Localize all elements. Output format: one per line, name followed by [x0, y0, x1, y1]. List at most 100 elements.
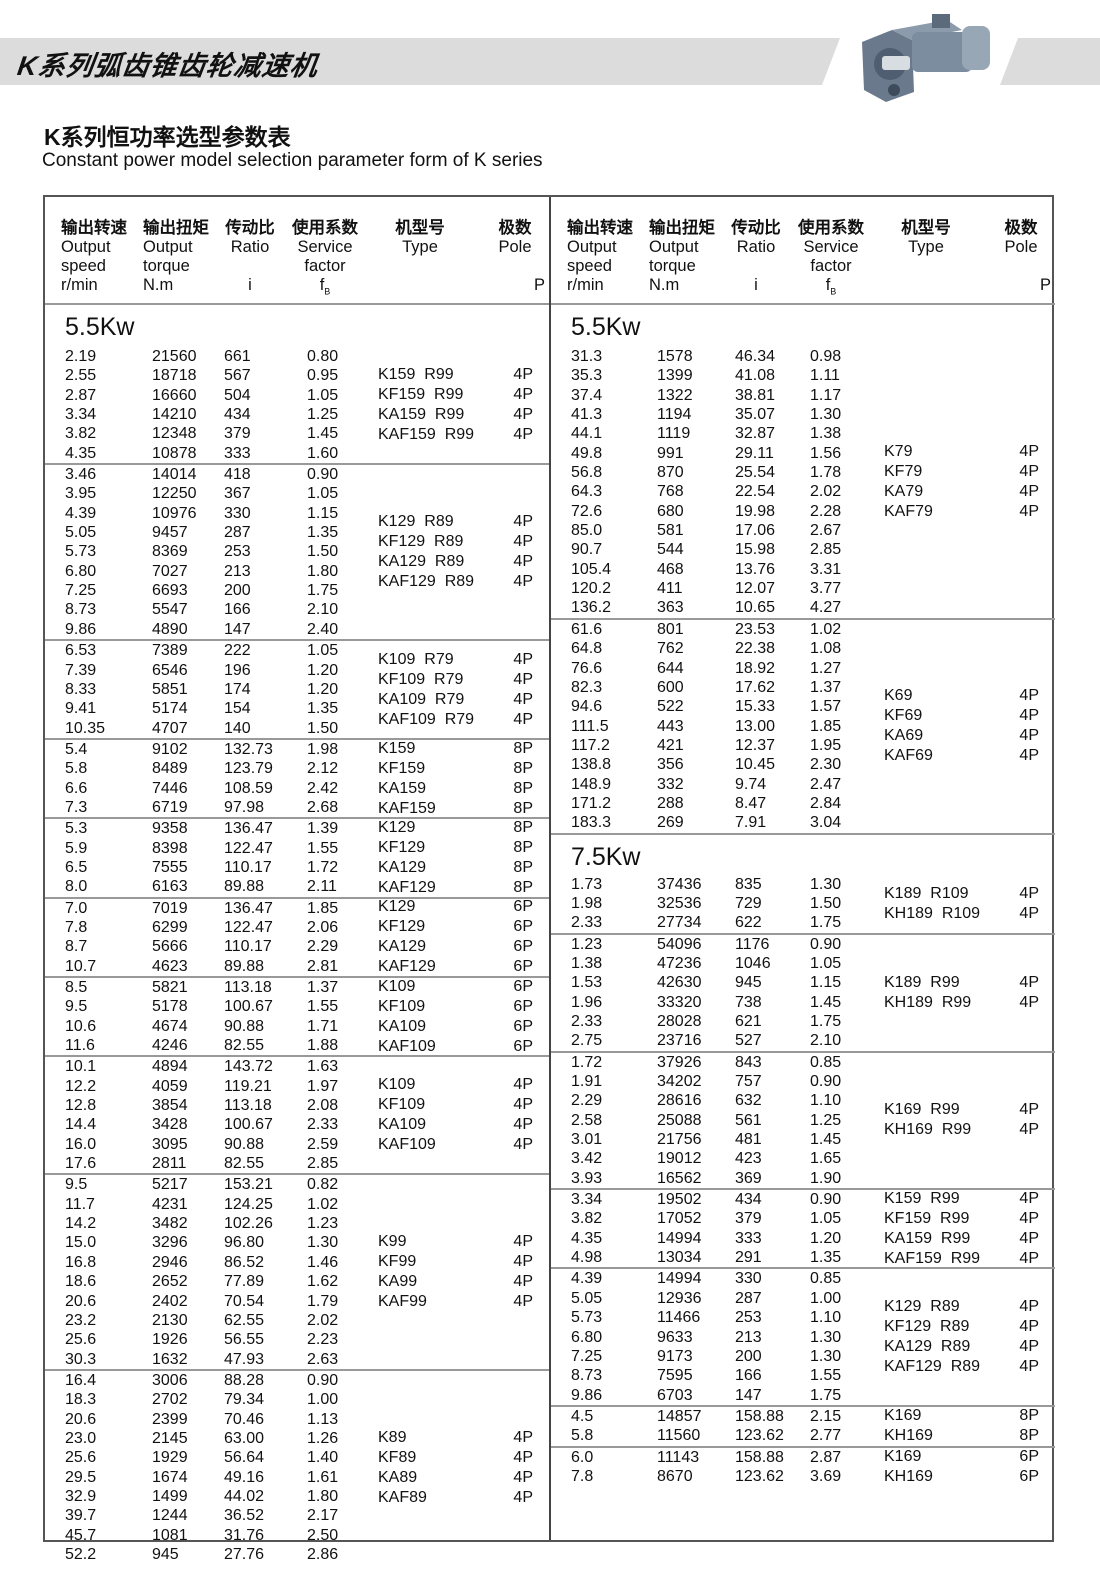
service-factor-cell: 0.85	[810, 1053, 842, 1071]
model-type-item: K79 4P	[884, 442, 1039, 462]
output-torque-cell: 17052	[657, 1210, 702, 1228]
ratio-cell: 25.54	[735, 464, 776, 482]
output-speed-cell: 105.4	[571, 560, 612, 578]
output-speed-cell: 18.6	[65, 1273, 97, 1291]
model-type: KAF129	[378, 958, 436, 976]
model-type: K109	[378, 977, 416, 995]
output-torque-cell: 1929	[152, 1449, 188, 1467]
table-row: 37.4 1322 38.81 1.17	[551, 386, 1055, 405]
ratio-cell: 102.26	[224, 1215, 273, 1233]
output-torque-cell: 14994	[657, 1270, 702, 1288]
output-torque-cell: 34202	[657, 1073, 702, 1091]
output-torque-cell: 21756	[657, 1131, 702, 1149]
service-factor-cell: 2.17	[307, 1507, 339, 1525]
service-factor-cell: 0.98	[810, 348, 842, 365]
subtitle-english: Constant power model selection parameter…	[42, 150, 543, 171]
pole-count: 4P	[513, 1273, 533, 1291]
pole-count: 4P	[513, 386, 533, 404]
model-type-list: K99 4P KF99 4P KA99 4P KAF99 4P	[378, 1232, 533, 1312]
output-torque-cell: 5547	[152, 601, 188, 619]
service-factor-cell: 1.15	[810, 974, 842, 992]
service-factor-cell: 2.40	[307, 620, 339, 638]
output-speed-cell: 7.25	[65, 582, 97, 600]
pole-count: 6P	[513, 1017, 533, 1035]
table-row: 5.05 12936 287 1.00	[551, 1289, 1055, 1308]
ratio-cell: 56.55	[224, 1331, 265, 1349]
pole-count: 4P	[513, 1428, 533, 1446]
output-speed-cell: 3.34	[571, 1191, 603, 1209]
output-speed-cell: 56.8	[571, 464, 603, 482]
column-header-en: Pole	[1004, 238, 1038, 256]
pole-count: 4P	[1019, 993, 1039, 1011]
service-factor-cell: 1.55	[307, 839, 339, 857]
model-type-item: KAF69 4P	[884, 746, 1039, 766]
model-type: KF89	[378, 1448, 417, 1466]
table-row: 6.80 7027 213 1.80	[45, 562, 549, 581]
service-factor-cell: 1.50	[307, 719, 339, 737]
output-torque-cell: 8670	[657, 1467, 693, 1485]
output-speed-cell: 7.3	[65, 798, 88, 816]
output-torque-cell: 411	[657, 580, 683, 598]
ratio-cell: 738	[735, 993, 762, 1011]
model-type-item: K169 R99 4P	[884, 1100, 1039, 1120]
output-torque-cell: 5851	[152, 680, 188, 698]
output-speed-cell: 2.33	[571, 914, 603, 932]
table-row: 5.9 8398 122.47 1.55	[45, 839, 549, 858]
table-row: 6.0 11143 158.88 2.87	[551, 1448, 1055, 1467]
service-factor-cell: 1.17	[810, 386, 842, 404]
output-speed-cell: 23.0	[65, 1429, 97, 1447]
table-row: 2.75 23716 527 2.10	[551, 1031, 1055, 1050]
table-row: 1.91 34202 757 0.90	[551, 1072, 1055, 1091]
output-speed-cell: 61.6	[571, 620, 603, 638]
output-torque-cell: 12936	[657, 1289, 702, 1307]
output-torque-cell: 468	[657, 560, 684, 578]
output-torque-cell: 42630	[657, 974, 702, 992]
output-speed-cell: 2.55	[65, 367, 97, 385]
table-row: 1.98 32536 729 1.50	[551, 894, 1055, 913]
service-factor-cell: 1.78	[810, 464, 842, 482]
service-factor-cell: 1.10	[810, 1309, 842, 1327]
table-row: 11.7 4231 124.25 1.02	[45, 1195, 549, 1214]
output-torque-cell: 1119	[657, 425, 691, 443]
output-torque-cell: 288	[657, 794, 684, 812]
output-torque-cell: 32536	[657, 894, 702, 912]
service-factor-cell: 0.95	[307, 367, 339, 385]
output-speed-cell: 5.8	[571, 1427, 594, 1445]
ratio-cell: 70.54	[224, 1292, 265, 1310]
pole-count: 4P	[1019, 503, 1039, 521]
output-torque-cell: 14210	[152, 406, 197, 424]
model-type-list: K69 4P KF69 4P KA69 4P KAF69 4P	[884, 686, 1039, 766]
service-factor-cell: 1.90	[810, 1169, 842, 1187]
output-torque-cell: 332	[657, 775, 684, 793]
service-factor-cell: 2.29	[307, 938, 339, 956]
pole-count: 4P	[513, 1076, 533, 1094]
model-type: K189 R99	[884, 973, 960, 991]
service-factor-cell: 1.55	[810, 1367, 842, 1385]
output-torque-cell: 1926	[152, 1331, 188, 1349]
output-speed-cell: 6.0	[571, 1448, 594, 1466]
model-type: KA159 R99	[884, 1229, 971, 1247]
table-row: 8.7 5666 110.17 2.29	[45, 937, 549, 956]
output-torque-cell: 3482	[152, 1215, 188, 1233]
output-speed-cell: 35.3	[571, 367, 603, 385]
ratio-cell: 110.17	[224, 938, 272, 956]
ratio-cell: 481	[735, 1131, 762, 1149]
service-factor-cell: 1.11	[810, 367, 840, 385]
table-row: 2.58 25088 561 1.25	[551, 1111, 1055, 1130]
ratio-cell: 44.02	[224, 1487, 265, 1505]
pole-count: 4P	[1019, 1209, 1039, 1227]
service-factor-cell: 1.02	[307, 1195, 339, 1213]
model-group: 16.4 3006 88.28 0.90 18.3 2702 79.34 1.00 20.6 23…	[45, 1368, 549, 1564]
model-type: KF159 R99	[378, 386, 464, 404]
model-type-list: K169 8P KH169 8P	[884, 1406, 1039, 1446]
service-factor-cell: 0.90	[307, 466, 339, 484]
ratio-cell: 113.18	[224, 979, 272, 996]
ratio-cell: 79.34	[224, 1391, 265, 1409]
table-row: 6.6 7446 108.59 2.42	[45, 779, 549, 798]
column-header-zh: 极数	[498, 219, 532, 237]
output-speed-cell: 5.05	[65, 524, 97, 542]
output-torque-cell: 9358	[152, 820, 188, 838]
service-factor-cell: 1.75	[810, 914, 842, 932]
output-speed-cell: 9.86	[65, 620, 97, 638]
table-row: 52.2 945 27.76 2.86	[45, 1545, 549, 1564]
